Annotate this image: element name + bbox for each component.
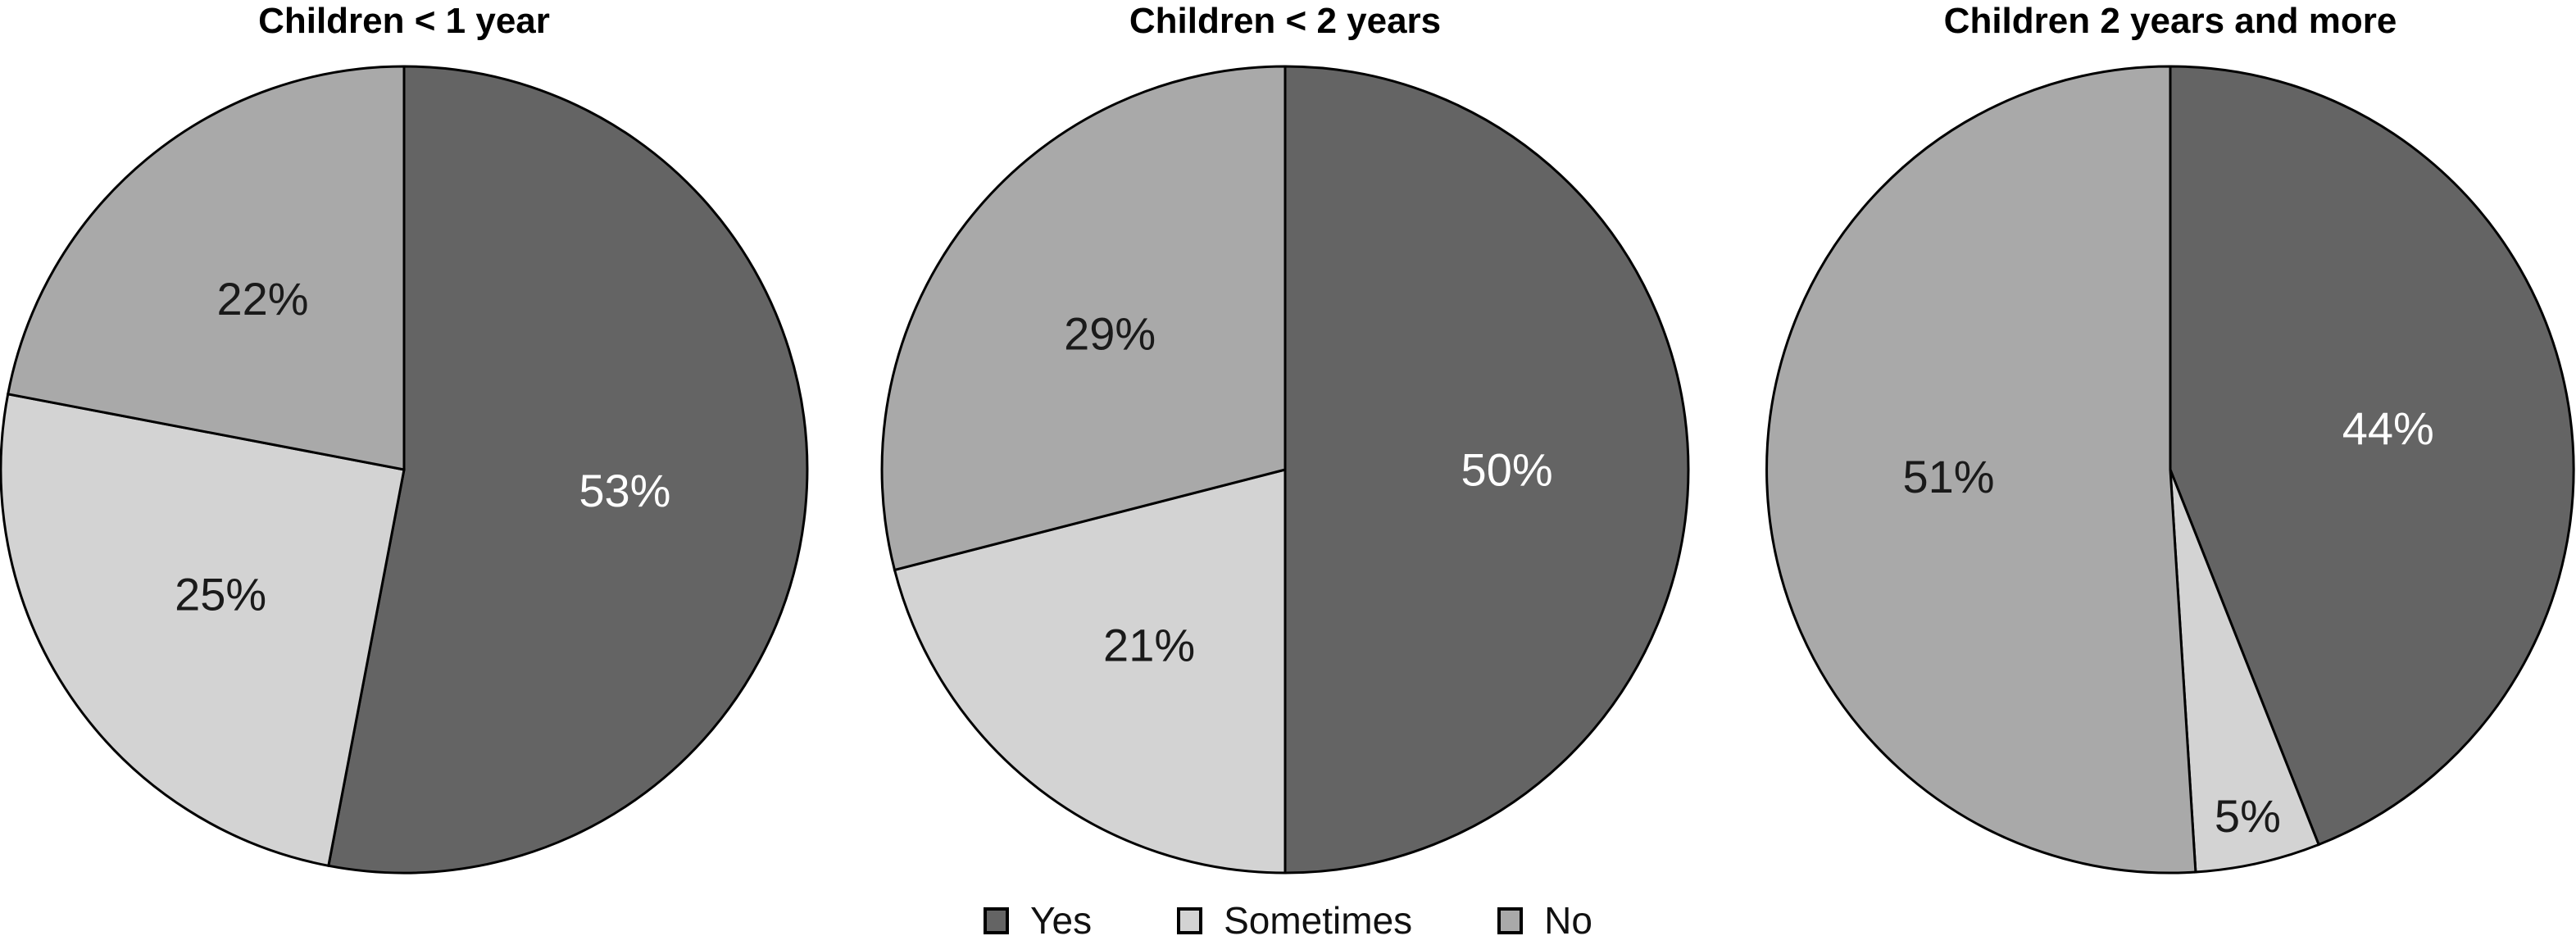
legend-label-no: No — [1544, 899, 1592, 942]
slice-value-label: 51% — [1902, 451, 1994, 502]
pie-slice-yes — [2169, 65, 2575, 847]
legend-label-sometimes: Sometimes — [1224, 899, 1413, 942]
legend-item-sometimes: Sometimes — [1177, 902, 1412, 939]
slice-value-label: 21% — [1103, 619, 1195, 670]
pie-slice-yes — [1283, 65, 1690, 875]
pie-chart-children-2-years-and-more: Children 2 years and more 44% 5% 51% — [1756, 0, 2576, 878]
legend-label-yes: Yes — [1030, 899, 1093, 942]
pie-slice-no — [1765, 65, 2197, 875]
legend-item-no: No — [1497, 902, 1592, 939]
pie-slice-yes — [327, 65, 809, 875]
legend-swatch-no — [1497, 906, 1524, 934]
slice-value-label: 53% — [579, 465, 670, 516]
chart-title-children-under-1-year: Children < 1 year — [258, 1, 550, 41]
pie-children-2-years-and-more: 44% 5% 51% — [1765, 65, 2575, 875]
pie-children-under-1-year: 53% 25% 22% — [0, 65, 809, 875]
slice-value-label: 5% — [2215, 790, 2281, 842]
pie-slice-sometimes — [0, 393, 406, 868]
pie-chart-children-under-1-year: Children < 1 year 53% 25% 22% — [0, 0, 818, 878]
legend: Yes Sometimes No — [0, 902, 2576, 939]
slice-value-label: 22% — [216, 273, 308, 325]
chart-title-children-2-years-and-more: Children 2 years and more — [1943, 1, 2397, 41]
legend-item-yes: Yes — [984, 902, 1092, 939]
slice-value-label: 50% — [1461, 444, 1553, 496]
slice-value-label: 29% — [1064, 308, 1156, 360]
pie-slice-no — [880, 65, 1287, 572]
pie-chart-children-under-2-years: Children < 2 years 50% 21% 29% — [871, 0, 1699, 878]
pie-slice-sometimes — [893, 468, 1287, 875]
pie-children-under-2-years: 50% 21% 29% — [880, 65, 1690, 875]
chart-title-children-under-2-years: Children < 2 years — [1129, 1, 1442, 41]
pie-slice-sometimes — [2169, 469, 2321, 874]
legend-swatch-sometimes — [1177, 906, 1203, 934]
slice-value-label: 44% — [2342, 402, 2434, 454]
legend-swatch-yes — [984, 906, 1010, 934]
slice-value-label: 25% — [175, 569, 266, 620]
pie-slice-no — [6, 65, 406, 471]
